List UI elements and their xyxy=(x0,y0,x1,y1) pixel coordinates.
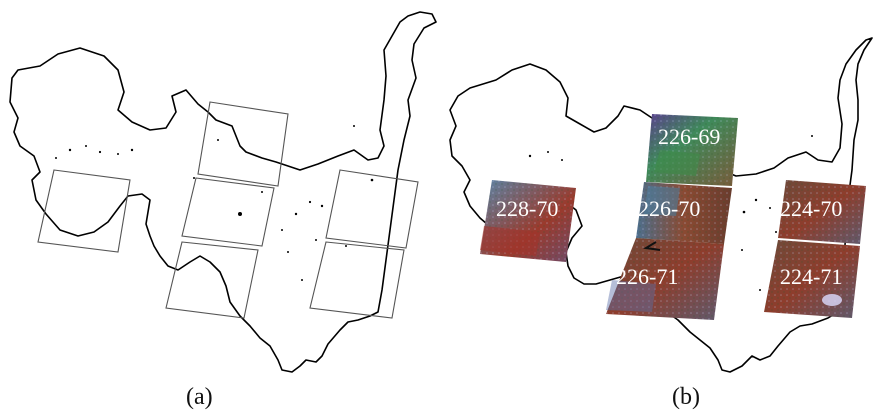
tile-label-226-70: 226-70 xyxy=(638,196,700,221)
frame-226-69 xyxy=(197,101,289,187)
frame-224-70 xyxy=(325,169,419,249)
frame-228-70 xyxy=(37,169,131,253)
panel-label-b: (b) xyxy=(672,384,700,410)
tile-label-228-70: 228-70 xyxy=(496,196,558,221)
region-boundary xyxy=(9,11,437,373)
tile-224-70 xyxy=(778,180,866,244)
tile-label-224-70: 224-70 xyxy=(780,196,842,221)
tile-label-226-71: 226-71 xyxy=(616,264,678,289)
tile-228-70 xyxy=(480,180,576,262)
tile-226-71 xyxy=(606,238,724,320)
frame-226-70 xyxy=(181,177,275,247)
tile-label-224-71: 224-71 xyxy=(780,264,842,289)
scene-frames xyxy=(37,101,419,319)
tile-224-71 xyxy=(764,240,860,318)
scene-tiles xyxy=(480,114,866,320)
panel-a-map xyxy=(9,11,437,373)
panel-b-map: 226-69 228-70 226-70 224-70 226-71 224-7… xyxy=(449,37,873,373)
panel-label-a: (a) xyxy=(186,384,213,410)
tile-226-69 xyxy=(646,114,738,186)
frame-226-71 xyxy=(165,241,259,319)
tile-labels: 226-69 228-70 226-70 224-70 226-71 224-7… xyxy=(496,124,842,289)
tile-226-70 xyxy=(636,182,732,244)
frame-224-71 xyxy=(309,241,405,319)
scattered-points xyxy=(55,125,374,281)
tile-label-226-69: 226-69 xyxy=(658,124,720,149)
